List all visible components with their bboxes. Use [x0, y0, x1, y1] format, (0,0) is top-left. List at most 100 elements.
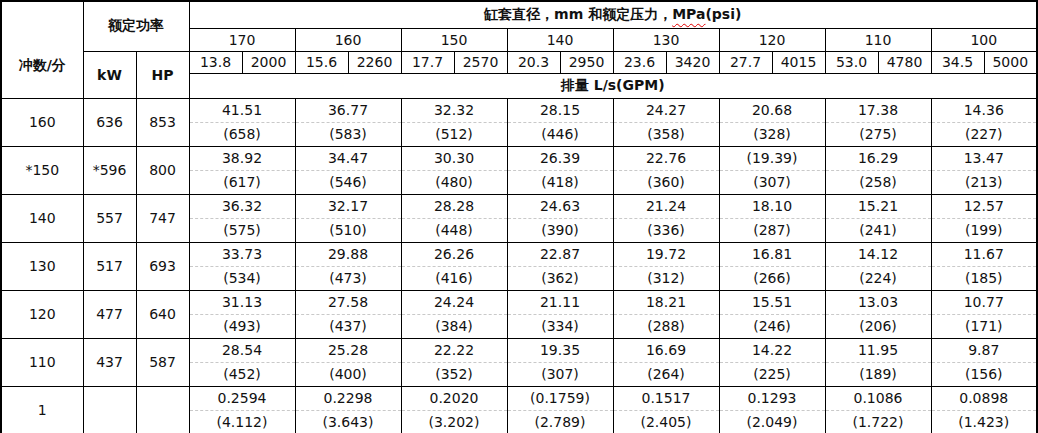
displacement-cell: 15.21(241)	[825, 194, 931, 242]
pressure-mpa-cell: 13.8	[189, 51, 242, 73]
displacement-gpm: (418)	[508, 170, 613, 194]
displacement-cell: 32.17(510)	[295, 194, 401, 242]
hp-cell: 640	[136, 290, 189, 338]
displacement-value: 28.28	[402, 195, 507, 218]
displacement-cell: 18.21(288)	[613, 290, 719, 338]
displacement-value: 24.27	[614, 99, 719, 122]
displacement-cell: 41.51(658)	[189, 98, 295, 146]
displacement-cell: 25.28(400)	[295, 338, 401, 386]
displacement-value: 36.32	[190, 195, 295, 218]
displacement-cell: 11.67(185)	[931, 242, 1037, 290]
pressure-psi-cell: 2950	[560, 51, 613, 73]
diameter-cell: 100	[931, 28, 1037, 51]
hp-cell: 747	[136, 194, 189, 242]
diameter-cell: 150	[401, 28, 507, 51]
displacement-value: 15.51	[720, 291, 825, 314]
displacement-value: 22.76	[614, 147, 719, 170]
displacement-cell: 24.63(390)	[507, 194, 613, 242]
displacement-cell: 0.1293(2.049)	[719, 386, 825, 433]
displacement-cell: 13.03(206)	[825, 290, 931, 338]
displacement-cell: 38.92(617)	[189, 146, 295, 194]
header-row-title: 冲数/分 额定功率 缸套直径，mm 和额定压力，MPa(psi)	[1, 1, 1037, 28]
pressure-psi-cell: 4780	[878, 51, 931, 73]
displacement-cell: 10.77(171)	[931, 290, 1037, 338]
displacement-value: 13.03	[826, 291, 931, 314]
displacement-gpm: (658)	[190, 122, 295, 146]
displacement-cell: 34.47(546)	[295, 146, 401, 194]
displacement-cell: 19.35(307)	[507, 338, 613, 386]
displacement-cell: 28.28(448)	[401, 194, 507, 242]
displacement-value: 0.2594	[190, 387, 295, 410]
displacement-gpm: (307)	[720, 170, 825, 194]
displacement-value: 18.21	[614, 291, 719, 314]
displacement-gpm: (1.423)	[932, 410, 1037, 433]
displacement-gpm: (258)	[826, 170, 931, 194]
kw-cell	[83, 386, 136, 433]
displacement-gpm: (452)	[190, 362, 295, 386]
table-row: 120 477 640 31.13(493) 27.58(437) 24.24(…	[1, 290, 1037, 338]
displacement-cell: 0.2298(3.643)	[295, 386, 401, 433]
displacement-cell: 19.72(312)	[613, 242, 719, 290]
displacement-cell: 29.88(473)	[295, 242, 401, 290]
pressure-psi-cell: 5000	[984, 51, 1037, 73]
hp-header-cell: HP	[136, 51, 189, 98]
displacement-value: 28.15	[508, 99, 613, 122]
displacement-gpm: (312)	[614, 266, 719, 290]
displacement-value: 34.47	[296, 147, 401, 170]
displacement-value: 0.1293	[720, 387, 825, 410]
displacement-value: 13.47	[932, 147, 1037, 170]
displacement-gpm: (400)	[296, 362, 401, 386]
displacement-value: 30.30	[402, 147, 507, 170]
displacement-gpm: (156)	[932, 362, 1037, 386]
displacement-value: 10.77	[932, 291, 1037, 314]
pressure-psi-cell: 2000	[242, 51, 295, 73]
displacement-cell: 16.29(258)	[825, 146, 931, 194]
displacement-cell: 9.87(156)	[931, 338, 1037, 386]
kw-cell: *596	[83, 146, 136, 194]
displacement-gpm: (390)	[508, 218, 613, 242]
displacement-cell: 24.24(384)	[401, 290, 507, 338]
displacement-cell: 28.15(446)	[507, 98, 613, 146]
kw-cell: 437	[83, 338, 136, 386]
hp-cell: 800	[136, 146, 189, 194]
power-label: 额定功率	[108, 17, 164, 33]
kw-cell: 517	[83, 242, 136, 290]
displacement-cell: 22.87(362)	[507, 242, 613, 290]
kw-cell: 557	[83, 194, 136, 242]
displacement-value: 16.69	[614, 339, 719, 362]
displacement-value: 22.87	[508, 243, 613, 266]
displacement-gpm: (275)	[826, 122, 931, 146]
displacement-cell: 14.22(225)	[719, 338, 825, 386]
displacement-cell: 14.12(224)	[825, 242, 931, 290]
displacement-gpm: (2.049)	[720, 410, 825, 433]
displacement-gpm: (416)	[402, 266, 507, 290]
table-title-cell: 缸套直径，mm 和额定压力，MPa(psi)	[189, 1, 1037, 28]
displacement-cell: 27.58(437)	[295, 290, 401, 338]
displacement-gpm: (336)	[614, 218, 719, 242]
displacement-gpm: (328)	[720, 122, 825, 146]
kw-header-cell: kW	[83, 51, 136, 98]
diameter-cell: 120	[719, 28, 825, 51]
kw-cell: 636	[83, 98, 136, 146]
displacement-cell: 36.77(583)	[295, 98, 401, 146]
displacement-value: (19.39)	[720, 147, 825, 170]
displacement-cell: 0.2020(3.202)	[401, 386, 507, 433]
pressure-mpa-cell: 20.3	[507, 51, 560, 73]
displacement-cell: 14.36(227)	[931, 98, 1037, 146]
hp-cell: 693	[136, 242, 189, 290]
hp-cell	[136, 386, 189, 433]
displacement-value: 25.28	[296, 339, 401, 362]
table-row: *150 *596 800 38.92(617) 34.47(546) 30.3…	[1, 146, 1037, 194]
strokes-header-cell: 冲数/分	[1, 1, 83, 98]
displacement-cell: 28.54(452)	[189, 338, 295, 386]
displacement-gpm: (575)	[190, 218, 295, 242]
displacement-cell: 0.1517(2.405)	[613, 386, 719, 433]
displacement-cell: 18.10(287)	[719, 194, 825, 242]
displacement-value: 17.38	[826, 99, 931, 122]
displacement-value: 33.73	[190, 243, 295, 266]
displacement-cell: 13.47(213)	[931, 146, 1037, 194]
displacement-gpm: (225)	[720, 362, 825, 386]
strokes-cell: *150	[1, 146, 83, 194]
displacement-gpm: (546)	[296, 170, 401, 194]
displacement-gpm: (534)	[190, 266, 295, 290]
